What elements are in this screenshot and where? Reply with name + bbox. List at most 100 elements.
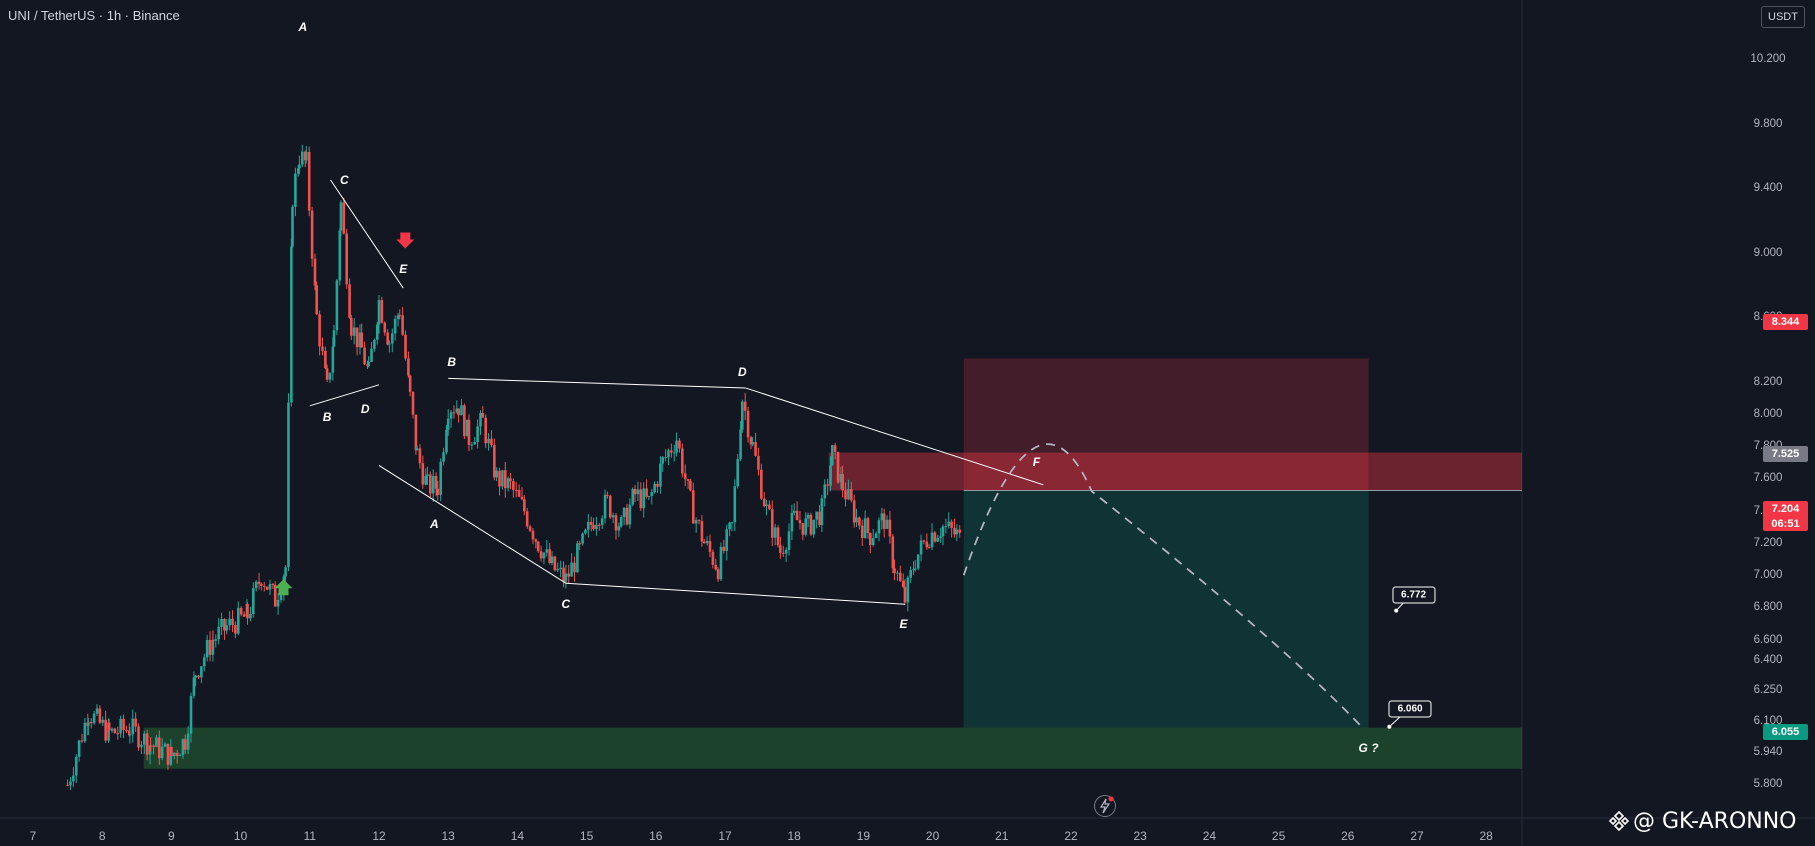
- candle-body: [338, 230, 342, 281]
- candle-body: [183, 739, 187, 750]
- candle-body: [291, 206, 294, 247]
- candle-body: [360, 332, 363, 348]
- candle-body: [925, 541, 929, 548]
- watermark-text: @ GK-ARONNO: [1633, 809, 1797, 834]
- candle-body: [739, 429, 742, 459]
- candle-body: [390, 333, 394, 344]
- candle-body: [757, 455, 760, 470]
- candle-body: [131, 718, 135, 735]
- candle-body: [495, 470, 498, 478]
- lightning-icon[interactable]: [1094, 795, 1116, 817]
- candle-body: [189, 695, 193, 734]
- candle-body: [930, 532, 934, 548]
- candle-body: [899, 572, 902, 581]
- candle-body: [363, 347, 366, 365]
- candle-body: [525, 511, 529, 527]
- price-tick: 7.200: [1753, 536, 1783, 549]
- candle-body: [871, 538, 875, 546]
- candle-body: [606, 494, 609, 496]
- candle-body: [639, 489, 643, 509]
- candle-body: [116, 733, 120, 735]
- candle-body: [628, 504, 632, 525]
- wave-label-3: D: [360, 402, 370, 417]
- candle-body: [611, 515, 615, 518]
- time-tick: 17: [718, 829, 732, 843]
- candle-body: [584, 529, 587, 534]
- candle-body: [749, 437, 753, 445]
- candle-body: [567, 573, 571, 577]
- candle-body: [866, 518, 870, 534]
- candle-body: [762, 498, 766, 507]
- candle-body: [145, 733, 149, 755]
- candle-body: [373, 339, 376, 349]
- candle-body: [728, 522, 731, 530]
- candle-body: [562, 567, 565, 582]
- candle-body: [257, 581, 261, 585]
- candle-body: [939, 536, 942, 538]
- price-tick: 6.800: [1753, 601, 1783, 614]
- price-tick: 7.000: [1753, 569, 1783, 582]
- candle-body: [324, 350, 327, 369]
- wave1-upper-line: [330, 179, 404, 289]
- candle-body: [869, 533, 872, 546]
- candle-body: [830, 445, 834, 466]
- candle-body: [896, 572, 899, 574]
- candle-body: [107, 722, 111, 731]
- candle-body: [170, 746, 173, 756]
- candle-body: [498, 470, 501, 487]
- candle-body: [912, 569, 915, 571]
- candle-body: [415, 448, 419, 451]
- candle-body: [234, 625, 237, 634]
- candle-body: [675, 440, 678, 453]
- candle-body: [539, 551, 543, 559]
- candle-body: [548, 549, 551, 564]
- candle-body: [880, 513, 884, 521]
- candle-body: [335, 280, 339, 331]
- zone-target: [963, 490, 1369, 728]
- candle-body: [134, 718, 137, 727]
- target-callout[interactable]: 6.060: [1388, 700, 1432, 718]
- candle-body: [877, 520, 881, 534]
- candle-body: [332, 330, 336, 347]
- time-tick: 28: [1479, 829, 1493, 843]
- price-tag: 6.055: [1763, 724, 1808, 740]
- candle-body: [743, 401, 747, 411]
- candle-body: [722, 546, 726, 551]
- candle-body: [476, 426, 479, 442]
- candle-body: [455, 408, 459, 413]
- projection-path: [962, 443, 1363, 728]
- candle-body: [531, 530, 535, 540]
- candle-body: [383, 322, 387, 333]
- candle-body: [812, 519, 816, 535]
- candle-body: [700, 521, 704, 542]
- candle-body: [370, 348, 373, 362]
- candle-body: [534, 539, 538, 542]
- candle-body: [768, 504, 771, 510]
- candle-body: [944, 526, 948, 528]
- candle-body: [746, 410, 750, 438]
- candle-body: [251, 588, 255, 614]
- candle-body: [903, 586, 907, 603]
- candle-body: [328, 372, 332, 380]
- candle-body: [479, 413, 482, 427]
- candle-body: [104, 719, 107, 741]
- target-callout[interactable]: 6.772: [1392, 586, 1436, 604]
- candle-body: [855, 517, 858, 523]
- candle-body: [345, 233, 349, 285]
- candle-body: [556, 568, 560, 571]
- candle-body: [77, 740, 81, 757]
- candle-body: [228, 618, 231, 626]
- candle-body: [833, 445, 837, 452]
- candle-body: [110, 728, 114, 731]
- candle-body: [941, 526, 945, 537]
- candle-body: [217, 626, 220, 640]
- currency-button[interactable]: USDT: [1761, 6, 1805, 28]
- wave-label-11: G ?: [1358, 740, 1379, 755]
- candle-body: [581, 533, 584, 544]
- candle-body: [426, 474, 429, 476]
- candle-body: [592, 524, 595, 530]
- candle-body: [545, 549, 549, 553]
- candle-body: [950, 521, 953, 528]
- candle-body: [339, 202, 343, 231]
